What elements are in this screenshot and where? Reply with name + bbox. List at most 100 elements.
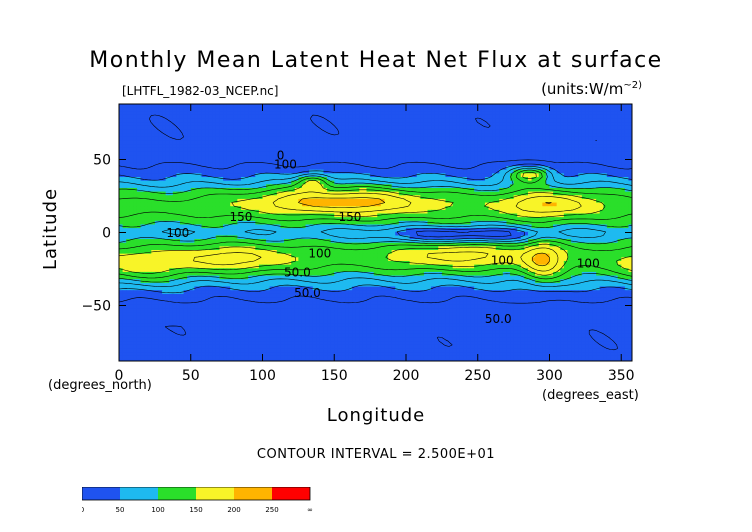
heatmap-cell xyxy=(154,104,160,109)
heatmap-cell xyxy=(291,184,296,189)
heatmap-cell xyxy=(248,114,253,120)
heatmap-cell xyxy=(334,129,339,134)
heatmap-cell xyxy=(513,162,518,167)
heatmap-cell xyxy=(599,198,604,204)
heatmap-cell xyxy=(136,158,142,164)
heatmap-cell xyxy=(492,144,497,149)
heatmap-cell xyxy=(176,173,181,178)
heatmap-cell xyxy=(230,220,235,226)
heatmap-cell xyxy=(233,136,238,142)
heatmap-cell xyxy=(531,125,536,131)
heatmap-cell xyxy=(348,122,353,127)
heatmap-cell xyxy=(502,104,508,109)
heatmap-cell xyxy=(240,118,246,123)
heatmap-cell xyxy=(445,180,450,185)
heatmap-cell xyxy=(190,198,195,204)
heatmap-cell xyxy=(319,173,325,178)
heatmap-cell xyxy=(423,169,429,174)
heatmap-cell xyxy=(535,217,540,222)
heatmap-cell xyxy=(513,169,518,174)
heatmap-cell xyxy=(495,147,500,153)
heatmap-cell xyxy=(147,177,152,182)
heatmap-cell xyxy=(140,202,145,207)
heatmap-cell xyxy=(291,228,296,233)
heatmap-cell xyxy=(388,206,393,211)
heatmap-cell xyxy=(488,118,493,123)
heatmap-cell xyxy=(298,136,303,142)
heatmap-cell xyxy=(197,209,203,215)
heatmap-cell xyxy=(553,217,558,222)
heatmap-cell xyxy=(337,140,343,145)
heatmap-cell xyxy=(140,198,145,204)
heatmap-cell xyxy=(312,133,317,138)
heatmap-cell xyxy=(119,191,124,196)
heatmap-cell xyxy=(240,217,246,222)
heatmap-cell xyxy=(466,107,472,112)
heatmap-cell xyxy=(431,206,436,211)
heatmap-cell xyxy=(201,125,206,131)
heatmap-cell xyxy=(588,125,594,131)
heatmap-cell xyxy=(126,220,131,226)
heatmap-cell xyxy=(567,191,572,196)
heatmap-cell xyxy=(549,206,554,211)
heatmap-cell xyxy=(165,122,170,127)
heatmap-cell xyxy=(176,122,181,127)
heatmap-cell xyxy=(319,129,325,134)
heatmap-cell xyxy=(348,118,353,123)
heatmap-cell xyxy=(596,158,601,164)
heatmap-cell xyxy=(244,177,249,182)
heatmap-cell xyxy=(258,111,264,116)
heatmap-cell xyxy=(510,202,515,207)
heatmap-cell xyxy=(287,144,292,149)
heatmap-cell xyxy=(327,166,332,171)
heatmap-cell xyxy=(556,206,561,211)
heatmap-cell xyxy=(197,144,203,149)
heatmap-cell xyxy=(463,206,468,211)
heatmap-cell xyxy=(549,147,554,153)
heatmap-cell xyxy=(362,224,368,229)
heatmap-cell xyxy=(441,147,447,153)
heatmap-cell xyxy=(119,224,124,229)
heatmap-cell xyxy=(621,220,626,226)
heatmap-cell xyxy=(402,217,407,222)
heatmap-cell xyxy=(212,202,217,207)
heatmap-cell xyxy=(560,118,565,123)
heatmap-cell xyxy=(606,184,612,189)
heatmap-cell xyxy=(334,118,339,123)
heatmap-cell xyxy=(298,180,303,185)
heatmap-cell xyxy=(230,169,235,174)
heatmap-cell xyxy=(276,220,282,226)
heatmap-cell xyxy=(477,166,482,171)
heatmap-cell xyxy=(510,140,515,145)
heatmap-cell xyxy=(524,107,529,112)
heatmap-cell xyxy=(362,198,368,204)
heatmap-cell xyxy=(617,111,622,116)
heatmap-cell xyxy=(212,147,217,153)
heatmap-cell xyxy=(215,155,221,160)
heatmap-cell xyxy=(352,122,357,127)
heatmap-cell xyxy=(337,104,343,109)
heatmap-cell xyxy=(603,166,608,171)
heatmap-cell xyxy=(542,220,547,226)
heatmap-cell xyxy=(423,191,429,196)
heatmap-cell xyxy=(377,133,382,138)
heatmap-cell xyxy=(187,114,192,120)
heatmap-cell xyxy=(352,206,357,211)
heatmap-cell xyxy=(219,169,224,174)
heatmap-cell xyxy=(510,122,515,127)
heatmap-cell xyxy=(409,202,414,207)
heatmap-cell xyxy=(517,184,522,189)
heatmap-cell xyxy=(441,155,447,160)
heatmap-cell xyxy=(284,133,289,138)
heatmap-cell xyxy=(323,177,328,182)
heatmap-cell xyxy=(312,118,317,123)
heatmap-cell xyxy=(384,198,389,204)
heatmap-cell xyxy=(334,140,339,145)
heatmap-cell xyxy=(524,206,529,211)
heatmap-cell xyxy=(197,173,203,178)
heatmap-cell xyxy=(459,177,464,182)
heatmap-cell xyxy=(606,133,612,138)
heatmap-cell xyxy=(237,133,242,138)
heatmap-cell xyxy=(298,184,303,189)
heatmap-cell xyxy=(535,140,540,145)
